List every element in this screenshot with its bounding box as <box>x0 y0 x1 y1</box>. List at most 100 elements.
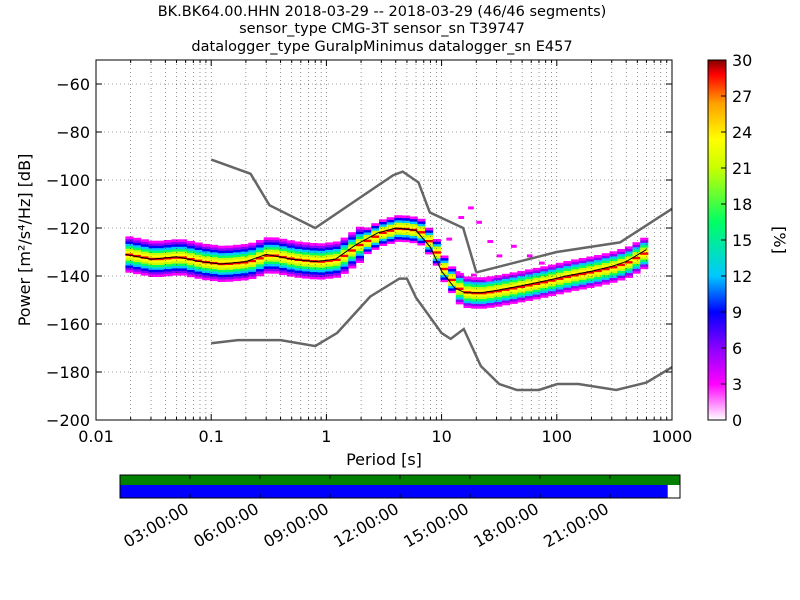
heatmap-cell <box>455 284 464 288</box>
heatmap-cell <box>294 253 303 257</box>
heatmap-cell <box>501 283 510 287</box>
heatmap-cell <box>571 278 580 282</box>
x-axis-ticks: 0.01 0.1 1 10 100 1000 <box>78 60 692 446</box>
heatmap-cell <box>578 286 587 290</box>
heatmap-cell <box>194 264 203 267</box>
heatmap-cell <box>486 283 495 287</box>
heatmap-cell <box>279 270 288 273</box>
heatmap-cell <box>179 258 188 262</box>
heatmap-cell <box>302 271 311 274</box>
heatmap-cell <box>179 270 188 274</box>
heatmap-cell <box>532 277 541 281</box>
heatmap-cell <box>163 242 172 246</box>
heatmap-cell <box>217 269 226 273</box>
heatmap-cell <box>194 256 203 260</box>
heatmap-cell <box>209 247 218 250</box>
heatmap-cell <box>125 243 134 247</box>
heatmap-cell <box>609 260 618 264</box>
heatmap-cell <box>501 293 510 296</box>
heatmap-cell <box>578 272 587 276</box>
heatmap-cell <box>263 261 272 264</box>
heatmap-cell <box>624 275 633 278</box>
heatmap-cell <box>379 221 388 225</box>
heatmap-cell <box>548 269 557 273</box>
heatmap-cell <box>294 275 303 278</box>
heatmap-cell <box>186 248 195 251</box>
heatmap-cell <box>471 277 480 280</box>
heatmap-cell <box>555 282 564 285</box>
heatmap-cell <box>371 242 380 246</box>
heatmap-cell <box>601 262 610 266</box>
heatmap-cell <box>486 285 495 289</box>
heatmap-cell <box>455 287 464 290</box>
heatmap-cell <box>271 261 280 265</box>
heatmap-cell <box>586 273 595 276</box>
heatmap-cell <box>194 268 203 272</box>
heatmap-cell <box>501 278 510 282</box>
heatmap-cell <box>379 224 388 227</box>
heatmap-cell <box>563 287 572 291</box>
heatmap-cell <box>532 296 541 300</box>
heatmap-cell <box>594 274 603 277</box>
heatmap-cell <box>363 246 372 250</box>
heatmap-cell <box>532 267 541 271</box>
heatmap-cell <box>517 297 526 300</box>
heatmap-cell <box>640 252 649 255</box>
heatmap-cell <box>140 248 149 252</box>
heatmap-cell <box>486 276 495 279</box>
heatmap-cell <box>302 254 311 257</box>
heatmap-cell <box>317 245 326 249</box>
heatmap-cell <box>517 290 526 293</box>
heatmap-cell <box>340 240 349 243</box>
heatmap-cell <box>455 280 464 283</box>
heatmap-cell <box>317 262 326 266</box>
heatmap-cell <box>309 250 318 253</box>
heatmap-cell <box>571 271 580 275</box>
heatmap-cell <box>363 251 372 255</box>
heatmap-cell <box>624 265 633 269</box>
mode-curve <box>125 227 647 294</box>
heatmap-cell <box>163 252 172 255</box>
heatmap-cell <box>609 258 618 262</box>
plot-grid <box>95 60 672 421</box>
heatmap-cell <box>171 248 180 252</box>
heatmap-cell <box>379 238 388 242</box>
heatmap-cell <box>355 245 364 249</box>
heatmap-cell <box>248 252 257 255</box>
heatmap-cell <box>494 277 503 281</box>
heatmap-cell <box>601 265 610 268</box>
heatmap-cell <box>340 252 349 255</box>
heatmap-cell <box>271 247 280 250</box>
heatmap-cell <box>632 259 641 262</box>
heatmap-cell <box>563 280 572 283</box>
heatmap-cell <box>256 254 265 258</box>
heatmap-cell <box>640 259 649 262</box>
heatmap-cell <box>179 260 188 264</box>
heatmap-cell <box>325 247 334 250</box>
heatmap-cell <box>471 284 480 288</box>
heatmap-cell <box>355 260 364 263</box>
heatmap-cell <box>340 244 349 248</box>
heatmap-cell <box>325 266 334 270</box>
heatmap-cell <box>571 259 580 263</box>
heatmap-cell <box>402 237 411 240</box>
heatmap-cell <box>601 270 610 273</box>
heatmap-cell <box>540 285 549 289</box>
heatmap-cell <box>348 241 357 245</box>
psd-heatmap <box>125 206 649 309</box>
heatmap-cell <box>494 289 503 293</box>
heatmap-cell <box>186 264 195 268</box>
heatmap-cell <box>555 265 564 268</box>
heatmap-cell <box>240 268 249 271</box>
heatmap-cell <box>609 256 618 259</box>
heatmap-cell <box>496 254 503 258</box>
heatmap-cell <box>463 276 472 280</box>
heatmap-cell <box>578 279 587 283</box>
heatmap-cell <box>194 273 203 277</box>
colorbar-tick-label: 21 <box>732 159 752 178</box>
heatmap-cell <box>363 234 372 238</box>
heatmap-cell <box>632 242 641 245</box>
heatmap-cell <box>148 271 157 275</box>
y-tick-label: −160 <box>46 315 90 334</box>
heatmap-cell <box>471 273 477 277</box>
